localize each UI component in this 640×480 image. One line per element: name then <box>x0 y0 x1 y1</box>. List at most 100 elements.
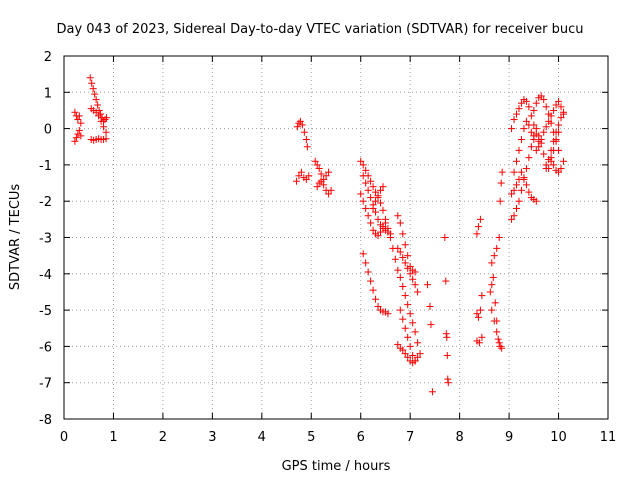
y-tick-label: -2 <box>39 195 52 210</box>
x-axis: 0 1 2 3 4 5 6 7 8 9 10 11 <box>60 56 616 445</box>
data-point <box>357 190 365 198</box>
data-point <box>399 315 407 323</box>
data-point <box>374 232 382 240</box>
data-point <box>399 346 407 354</box>
data-point <box>369 226 377 234</box>
data-point <box>367 277 375 285</box>
data-point <box>317 177 325 185</box>
y-axis: -8 -7 -6 -5 -4 -3 -2 -1 0 1 2 <box>39 50 608 428</box>
data-point <box>401 292 409 300</box>
data-point <box>522 117 530 125</box>
y-tick-label: 2 <box>44 50 52 65</box>
data-point <box>325 168 333 176</box>
data-point <box>369 204 377 212</box>
data-point <box>475 339 483 347</box>
data-point <box>293 123 301 131</box>
data-point <box>489 273 497 281</box>
data-point <box>384 310 392 318</box>
data-point <box>414 288 422 296</box>
data-point <box>510 116 518 124</box>
data-point <box>550 161 558 169</box>
data-point <box>493 328 501 336</box>
data-point <box>490 252 498 260</box>
data-point <box>537 92 545 100</box>
x-tick-label: 7 <box>406 430 414 445</box>
data-point <box>322 172 330 180</box>
data-point <box>550 106 558 114</box>
data-point <box>540 96 548 104</box>
data-point <box>532 146 540 154</box>
y-tick-label: -5 <box>39 304 52 319</box>
data-point <box>302 135 310 143</box>
y-axis-label: SDTVAR / TECUs <box>8 184 23 291</box>
x-tick-label: 4 <box>258 430 266 445</box>
data-point <box>386 230 394 238</box>
data-point <box>527 143 535 151</box>
y-tick-label: -8 <box>39 413 52 428</box>
data-point <box>443 333 451 341</box>
data-point <box>517 99 525 107</box>
data-point <box>75 112 83 120</box>
data-point <box>525 121 533 129</box>
data-point <box>91 90 99 98</box>
data-point <box>495 339 503 347</box>
data-point <box>372 197 380 205</box>
data-point <box>396 306 404 314</box>
data-point <box>394 212 402 220</box>
data-point <box>555 168 563 176</box>
data-point <box>394 244 402 252</box>
data-point <box>559 157 567 165</box>
data-point <box>399 283 407 291</box>
data-point <box>311 157 319 165</box>
data-point <box>97 117 105 125</box>
data-point <box>359 172 367 180</box>
data-point <box>320 181 328 189</box>
data-point <box>379 206 387 214</box>
data-point <box>540 128 548 136</box>
data-point <box>396 248 404 256</box>
data-point <box>547 154 555 162</box>
data-point <box>520 174 528 182</box>
data-point <box>442 277 450 285</box>
data-point <box>367 177 375 185</box>
y-tick-label: 0 <box>44 123 52 138</box>
data-point <box>530 106 538 114</box>
data-point <box>89 85 97 93</box>
data-point <box>362 204 370 212</box>
data-point <box>77 132 85 140</box>
data-point <box>372 295 380 303</box>
data-point <box>476 306 484 314</box>
data-point <box>364 212 372 220</box>
data-point <box>369 183 377 191</box>
data-point <box>478 292 486 300</box>
data-point <box>102 135 110 143</box>
y-tick-label: -7 <box>39 377 52 392</box>
data-point <box>381 219 389 227</box>
data-point <box>545 117 553 125</box>
data-point <box>508 215 516 223</box>
data-point <box>409 351 417 359</box>
data-point <box>409 319 417 327</box>
data-point <box>401 324 409 332</box>
data-point <box>367 219 375 227</box>
data-point <box>302 175 310 183</box>
data-point <box>94 101 102 109</box>
data-point <box>555 97 563 105</box>
data-point <box>369 286 377 294</box>
data-point <box>520 125 528 133</box>
data-point <box>416 350 424 358</box>
data-point <box>295 172 303 180</box>
data-point <box>359 250 367 258</box>
data-point <box>491 299 499 307</box>
data-point <box>404 301 412 309</box>
data-point <box>478 333 486 341</box>
y-tick-label: -3 <box>39 232 52 247</box>
data-point <box>522 165 530 173</box>
data-point <box>95 112 103 120</box>
data-point <box>394 341 402 349</box>
data-point <box>513 157 521 165</box>
data-point <box>540 150 548 158</box>
x-tick-label: 2 <box>159 430 167 445</box>
data-point <box>295 119 303 127</box>
data-point <box>88 79 96 87</box>
